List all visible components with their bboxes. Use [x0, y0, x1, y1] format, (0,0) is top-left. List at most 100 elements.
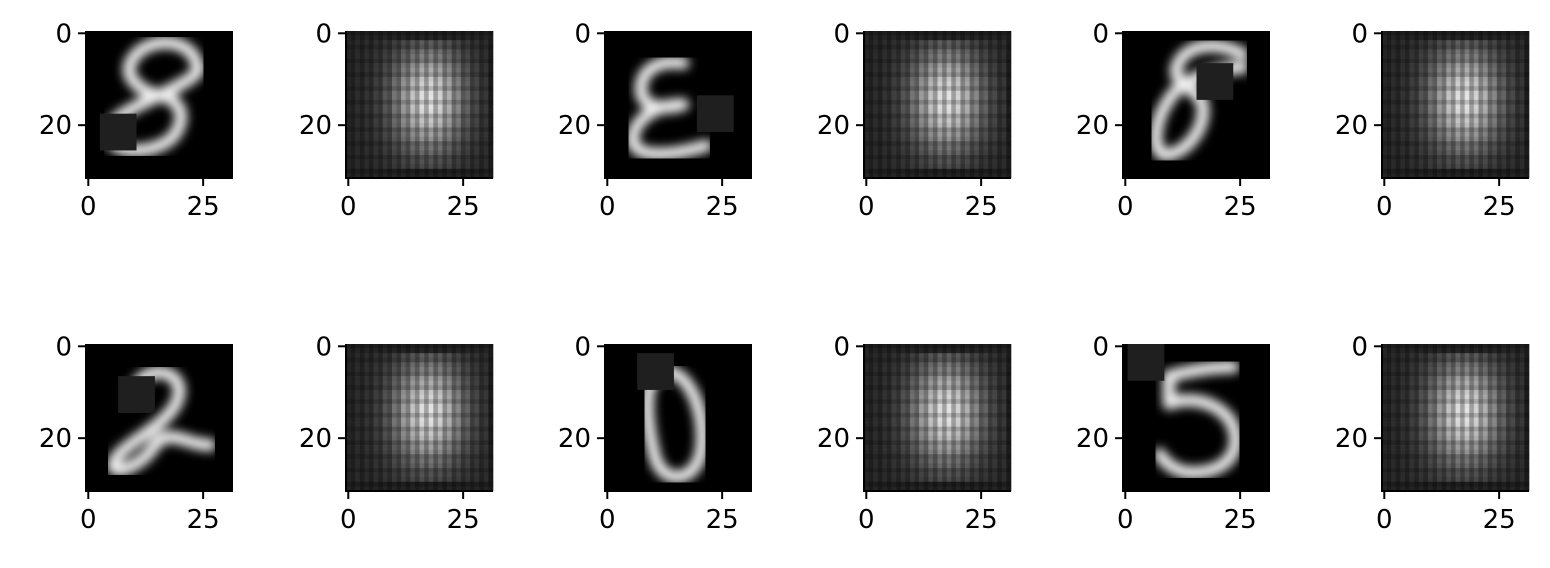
pixel-cell — [886, 118, 892, 124]
pixel-cell — [937, 155, 943, 160]
pixel-cell — [1487, 72, 1493, 78]
pixel-cell — [447, 399, 452, 405]
pixel-cell — [928, 141, 934, 147]
pixel-cell — [928, 426, 934, 432]
pixel-cell — [896, 422, 902, 427]
pixel-cell — [364, 31, 370, 36]
pixel-cell — [483, 90, 489, 96]
pixel-cell — [909, 63, 915, 69]
pixel-cell — [364, 99, 370, 105]
pixel-cell — [1464, 72, 1470, 78]
pixel-cell — [437, 344, 443, 349]
pixel-cell — [451, 49, 457, 55]
pixel-cell — [919, 408, 925, 414]
pixel-cell — [350, 159, 356, 165]
pixel-cell — [905, 362, 911, 368]
pixel-cell — [405, 422, 411, 427]
pixel-cell — [391, 67, 397, 73]
pixel-cell — [1006, 141, 1012, 147]
pixel-cell — [886, 109, 892, 114]
pixel-cell — [1432, 113, 1438, 119]
pixel-cell — [992, 90, 998, 96]
pixel-cell — [864, 49, 869, 55]
pixel-cell — [396, 481, 402, 487]
pixel-cell — [997, 412, 1003, 418]
pixel-cell — [969, 86, 975, 92]
pixel-cell — [932, 445, 938, 450]
pixel-cell — [951, 380, 957, 386]
pixel-cell — [396, 376, 402, 382]
pixel-cell — [1496, 132, 1502, 137]
pixel-cell — [405, 122, 411, 128]
pixel-cell — [479, 385, 485, 391]
pixel-cell — [955, 376, 961, 382]
pixel-cell — [886, 385, 892, 391]
pixel-cell — [1501, 141, 1507, 147]
pixel-cell — [942, 145, 947, 151]
pixel-cell — [988, 31, 993, 36]
pixel-cell — [937, 362, 943, 368]
pixel-cell — [1450, 145, 1456, 151]
pixel-cell — [1006, 173, 1012, 179]
pixel-cell — [932, 348, 938, 354]
pixel-cell — [1469, 44, 1475, 50]
pixel-cell — [1446, 81, 1452, 87]
pixel-cell — [373, 118, 379, 124]
pixel-cell — [960, 95, 966, 101]
pixel-cell — [350, 40, 356, 46]
pixel-cell — [997, 348, 1003, 354]
pixel-cell — [974, 141, 980, 147]
pixel-cell — [1519, 145, 1525, 151]
pixel-cell — [900, 454, 906, 460]
pixel-cell — [914, 389, 920, 395]
pixel-cell — [1487, 173, 1493, 179]
pixel-cell — [1524, 173, 1530, 179]
pixel-cell — [983, 95, 989, 101]
pixel-cell — [437, 426, 443, 432]
pixel-cell — [909, 150, 915, 156]
pixel-cell — [433, 53, 439, 59]
pixel-cell — [391, 113, 397, 119]
pixel-cell — [387, 376, 393, 382]
pixel-cell — [378, 463, 384, 469]
pixel-cell — [368, 357, 374, 363]
pixel-cell — [978, 76, 984, 82]
pixel-cell — [1464, 40, 1470, 46]
pixel-cell — [373, 164, 379, 170]
pixel-cell — [886, 168, 892, 174]
pixel-cell — [479, 49, 485, 55]
pixel-cell — [997, 431, 1003, 437]
pixel-cell — [359, 95, 365, 101]
pixel-cell — [923, 40, 929, 46]
pixel-cell — [932, 362, 938, 368]
pixel-cell — [368, 463, 374, 469]
pixel-cell — [488, 362, 494, 368]
pixel-cell — [1446, 49, 1452, 55]
pixel-cell — [919, 353, 925, 359]
pixel-cell — [419, 412, 425, 418]
pixel-cell — [1492, 67, 1498, 73]
pixel-cell — [1395, 122, 1401, 128]
mask-patch — [118, 376, 155, 413]
pixel-cell — [1418, 76, 1424, 82]
pixel-cell — [1455, 95, 1461, 101]
pixel-cell — [1001, 67, 1007, 73]
pixel-cell — [456, 371, 462, 377]
pixel-cell — [350, 426, 356, 432]
pixel-cell — [1006, 394, 1012, 400]
pixel-cell — [877, 366, 883, 372]
pixel-cell — [346, 376, 351, 382]
pixel-cell — [359, 109, 365, 114]
pixel-cell — [909, 132, 915, 137]
pixel-cell — [387, 435, 393, 441]
pixel-cell — [960, 118, 966, 124]
pixel-cell — [914, 145, 920, 151]
pixel-cell — [470, 122, 475, 128]
pixel-cell — [928, 440, 934, 446]
pixel-cell — [424, 159, 429, 165]
pixel-cell — [960, 63, 966, 69]
pixel-cell — [387, 348, 393, 354]
pixel-cell — [437, 67, 443, 73]
pixel-cell — [951, 371, 957, 377]
pixel-cell — [1386, 40, 1392, 46]
